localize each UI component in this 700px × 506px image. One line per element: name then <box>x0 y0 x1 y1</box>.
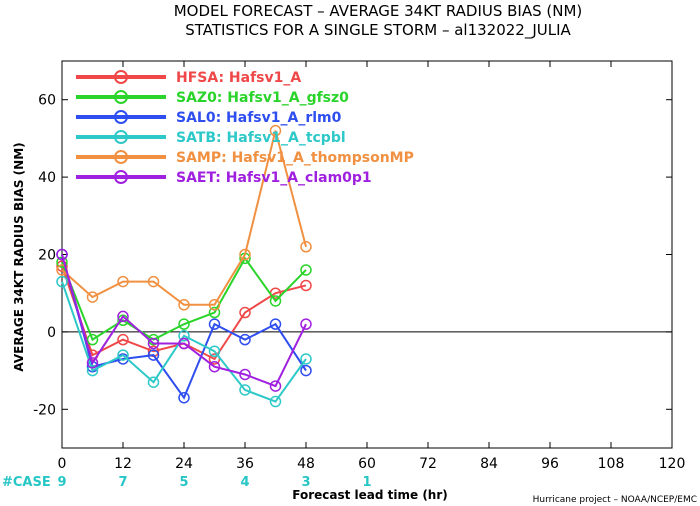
series-line <box>61 254 307 400</box>
x-tick-label: 24 <box>175 456 193 472</box>
x-tick-label: 120 <box>659 456 686 472</box>
data-point <box>239 248 251 261</box>
x-tick-label: 60 <box>358 456 376 472</box>
x-axis: 0 12 24 36 48 60 72 84 96 108 120 <box>58 61 686 472</box>
y-tick-label: 40 <box>38 170 56 186</box>
data-point <box>147 349 160 361</box>
data-point <box>269 380 282 392</box>
legend-entry: HFSA: Hafsv1_A <box>176 70 301 86</box>
legend-entry: SAMP: Hafsv1_A_thompsonMP <box>176 150 414 166</box>
data-point <box>208 299 221 311</box>
case-label: #CASE <box>2 475 51 490</box>
legend-marker <box>114 70 128 84</box>
x-tick-label: 72 <box>419 456 437 472</box>
series-line <box>61 256 307 342</box>
data-point <box>178 330 190 342</box>
x-tick-label: 84 <box>480 456 498 472</box>
data-point <box>178 391 190 404</box>
legend-marker <box>114 110 128 124</box>
data-point <box>239 368 251 381</box>
x-axis-label: Forecast lead time (hr) <box>292 488 448 502</box>
legend-marker <box>114 170 128 184</box>
series-5 <box>56 248 312 392</box>
data-point <box>239 306 251 319</box>
data-point <box>117 333 129 346</box>
x-tick-label: 48 <box>297 456 315 472</box>
case-count: 5 <box>179 475 188 490</box>
data-point <box>300 279 312 292</box>
x-tick-label: 12 <box>114 456 132 472</box>
data-point <box>86 333 99 346</box>
case-row: 9 7 5 4 3 1 <box>57 475 371 490</box>
series-line <box>61 265 307 361</box>
y-tick-label: -20 <box>33 402 56 418</box>
data-point <box>86 291 99 303</box>
x-tick-label: 96 <box>541 456 559 472</box>
x-tick-label: 0 <box>58 456 67 472</box>
legend-entry: SAET: Hafsv1_A_clam0p1 <box>176 170 372 186</box>
data-point <box>269 295 282 307</box>
y-tick-label: 0 <box>47 325 56 341</box>
data-point <box>208 360 221 373</box>
y-axis: -20 0 20 40 60 <box>33 93 672 418</box>
data-point <box>300 264 312 276</box>
data-point <box>208 345 221 357</box>
data-point <box>239 384 251 396</box>
y-axis-label: AVERAGE 34KT RADIUS BIAS (NM) <box>12 142 26 371</box>
case-count: 4 <box>240 475 249 490</box>
data-point <box>117 310 129 323</box>
legend-entry: SATB: Hafsv1_A_tcpbl <box>176 130 346 146</box>
series-line <box>61 281 307 403</box>
data-point <box>300 353 312 365</box>
x-tick-label: 36 <box>236 456 254 472</box>
legend-entry: SAZ0: Hafsv1_A_gfsz0 <box>176 90 349 106</box>
chart-title: MODEL FORECAST – AVERAGE 34KT RADIUS BIA… <box>174 2 583 20</box>
data-point <box>117 275 129 288</box>
chart-subtitle: STATISTICS FOR A SINGLE STORM – al132022… <box>185 21 571 40</box>
data-point <box>56 275 68 288</box>
data-point <box>208 306 221 319</box>
data-point <box>269 395 282 408</box>
legend-entry: SAL0: Hafsv1_A_rlm0 <box>176 110 342 126</box>
case-count: 9 <box>57 475 66 490</box>
case-count: 1 <box>362 475 371 490</box>
data-point <box>300 364 312 377</box>
data-point <box>117 349 129 361</box>
legend: HFSA: Hafsv1_A SAZ0: Hafsv1_A_gfsz0 SAL0: … <box>76 70 414 186</box>
x-tick-label: 108 <box>598 456 625 472</box>
data-point <box>178 299 190 311</box>
data-point <box>56 248 68 261</box>
data-point <box>269 124 282 137</box>
legend-marker <box>114 150 128 164</box>
data-point <box>208 318 221 330</box>
data-point <box>147 337 160 350</box>
y-tick-label: 60 <box>38 93 56 109</box>
footer-credit: Hurricane project – NOAA/NCEP/EMC <box>533 495 697 505</box>
case-count: 3 <box>301 475 310 490</box>
data-point <box>300 241 312 253</box>
series-line <box>61 130 307 306</box>
series-3 <box>56 275 312 408</box>
data-point <box>239 333 251 346</box>
data-point <box>178 318 190 330</box>
series-4 <box>56 124 312 311</box>
y-tick-label: 20 <box>38 248 56 264</box>
legend-marker <box>114 90 128 104</box>
data-point <box>269 318 282 330</box>
legend-marker <box>114 130 128 144</box>
data-point <box>147 376 160 388</box>
series-2 <box>56 248 312 404</box>
data-point <box>300 318 312 330</box>
case-count: 7 <box>118 475 127 490</box>
data-point <box>86 357 99 369</box>
data-point <box>86 364 99 377</box>
data-point <box>178 337 190 350</box>
series-layer <box>56 124 312 408</box>
data-point <box>147 275 160 288</box>
series-line <box>61 254 307 388</box>
plot-frame <box>61 60 673 449</box>
